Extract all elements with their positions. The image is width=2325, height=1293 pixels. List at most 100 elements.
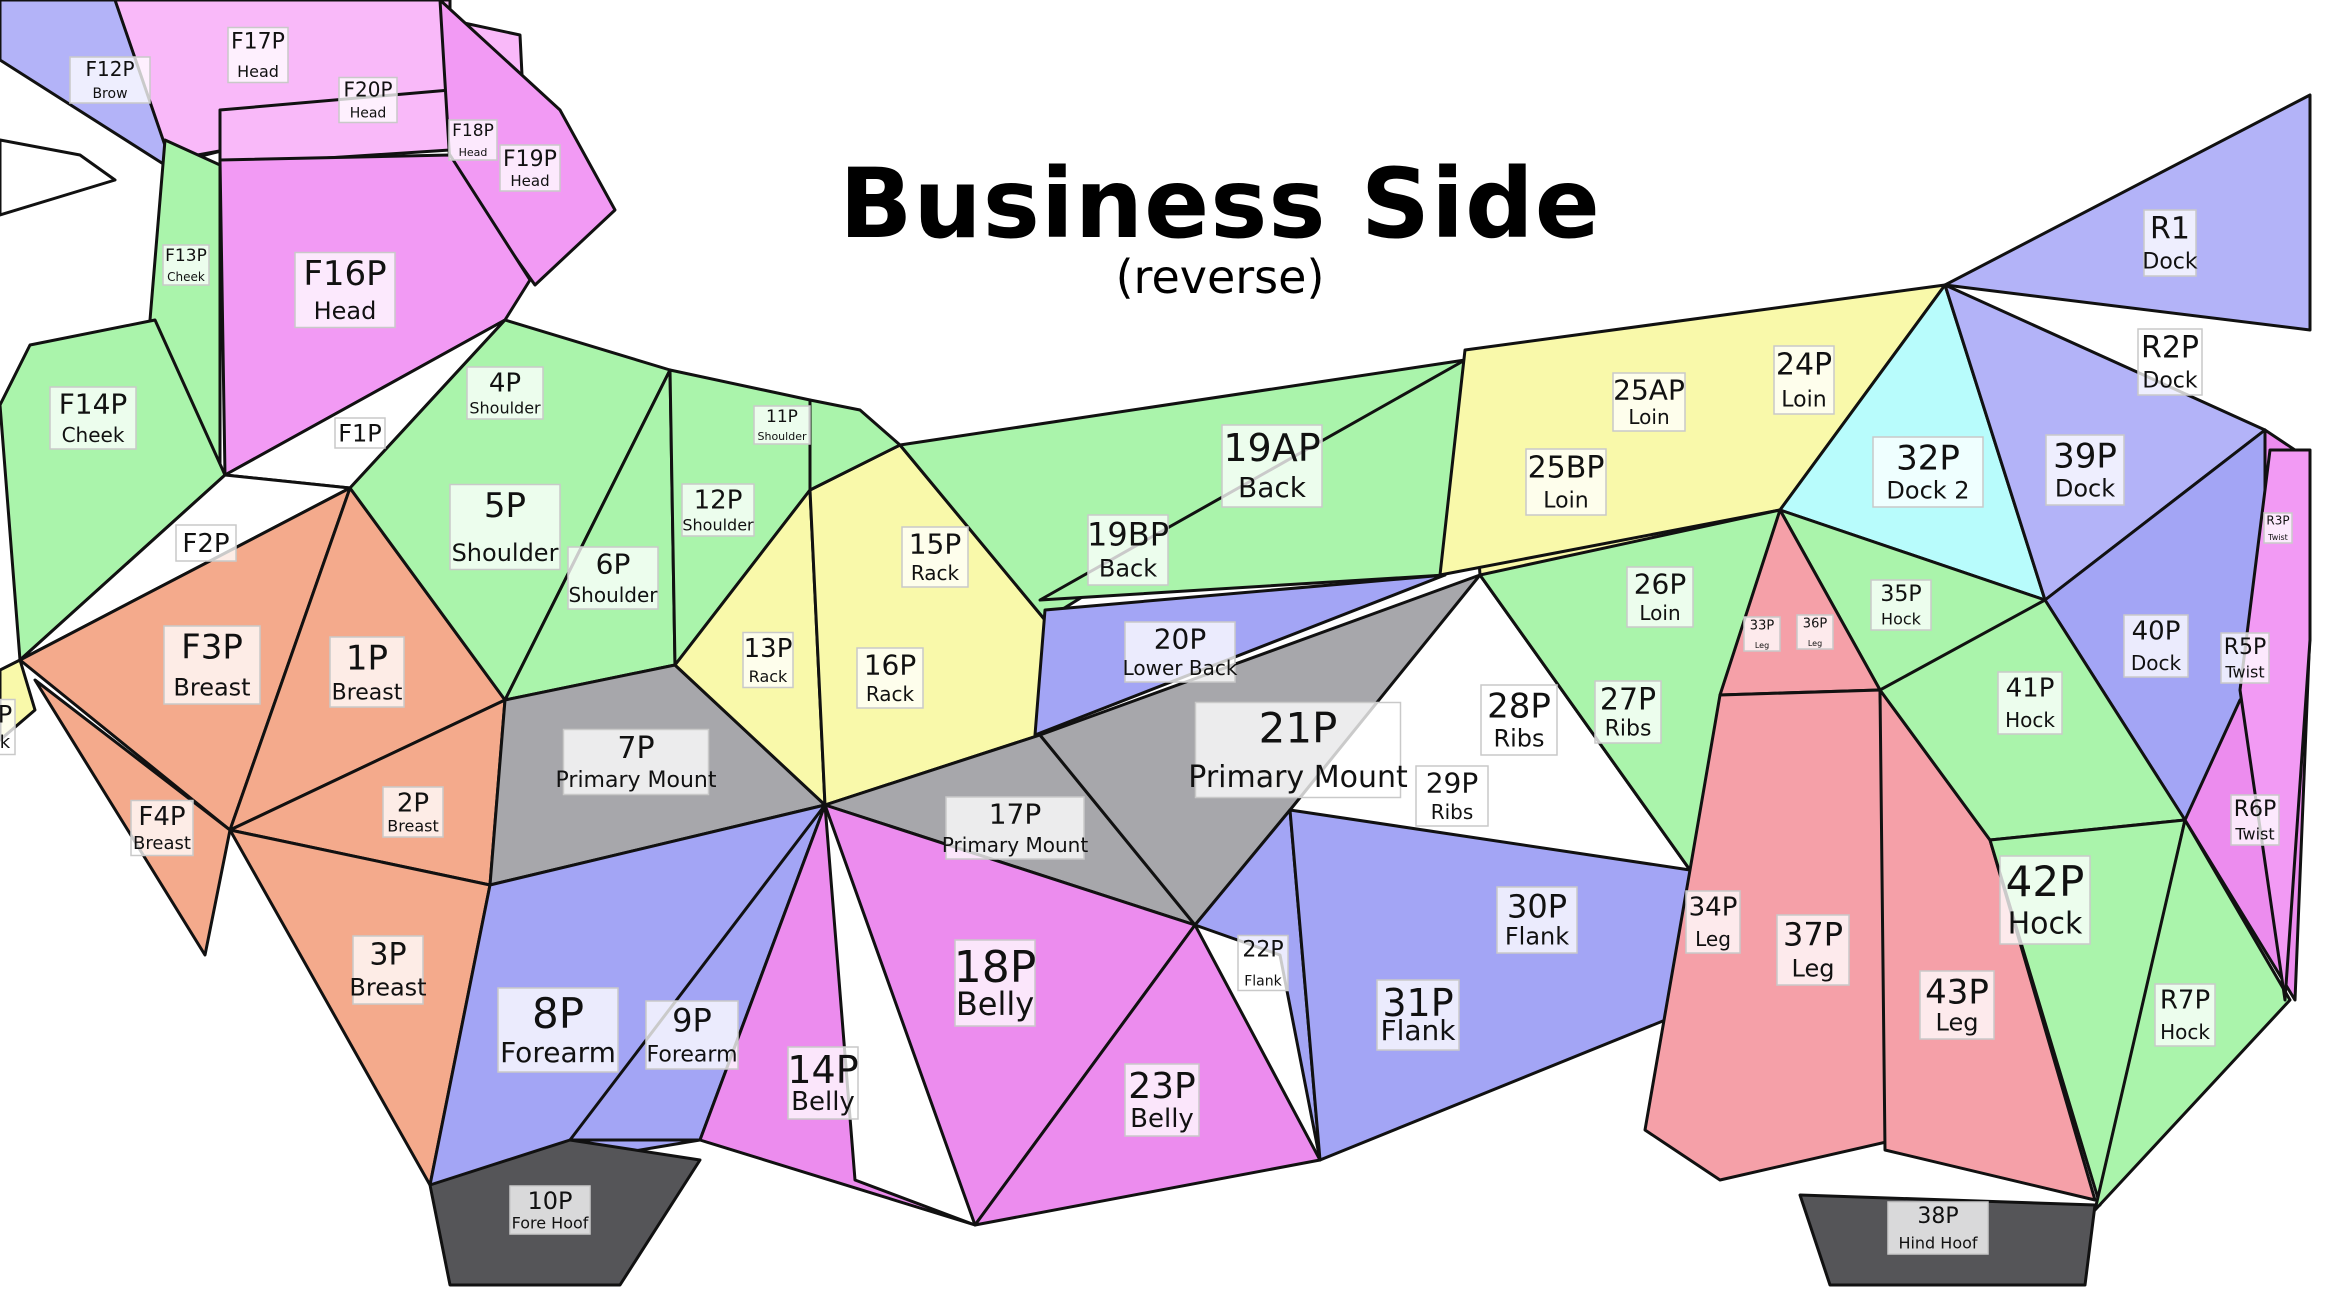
- panel-label: F1P: [334, 417, 386, 449]
- panel-label-box: [1194, 701, 1402, 799]
- panel-name: Hock: [2005, 708, 2055, 732]
- panel-id: F20P: [343, 78, 392, 102]
- panel-label-box: [0, 698, 16, 756]
- panel-label-box: [945, 796, 1085, 860]
- panel-label: R5P Twist: [2220, 632, 2270, 684]
- panel-name: Loin: [1639, 601, 1680, 625]
- panel-label-box: [1415, 765, 1489, 827]
- panel-name: Loin: [1781, 387, 1826, 412]
- panel-name: Back: [1238, 471, 1307, 504]
- panel-label-box: [1773, 345, 1835, 415]
- panel-label-box: [449, 483, 561, 571]
- diagram-subtitle: (reverse): [1115, 250, 1325, 304]
- panel-label-box: [567, 546, 659, 610]
- panel-id: F17P: [231, 29, 285, 54]
- panel-name: Belly: [956, 985, 1034, 1023]
- panel-name: Dock 2: [1886, 477, 1969, 505]
- panel-name: Hind Hoof: [1898, 1233, 1977, 1252]
- panel-name: Head: [314, 297, 377, 325]
- panel-name: Primary Mount: [556, 768, 717, 793]
- panel-label-box: [227, 26, 289, 84]
- panel-id: 16P: [864, 649, 917, 682]
- panel-label-box: [175, 524, 237, 562]
- panel-id: 3P: [369, 938, 406, 973]
- panel-label-box: [329, 636, 405, 708]
- panel-id: 27P: [1600, 683, 1656, 718]
- panel-id: 33P: [1750, 618, 1775, 633]
- panel-id: 31P: [1382, 981, 1453, 1025]
- panel-label-box: [352, 935, 424, 1005]
- panel-label-box: [954, 939, 1036, 1027]
- panel-label-box: [2045, 434, 2125, 506]
- panel-id: 18P: [954, 942, 1037, 993]
- panel-id: F19P: [503, 147, 557, 172]
- panel-label-box: [1919, 970, 1995, 1040]
- panel-label-box: [509, 1185, 591, 1235]
- panel-label: R7P Hock: [2154, 983, 2216, 1047]
- panel-name: Flank: [1380, 1014, 1456, 1047]
- panel-label-box: [1872, 436, 1984, 508]
- panel-id: F12P: [85, 57, 134, 81]
- panel-label-box: [294, 251, 396, 329]
- panel-id: 24P: [1776, 348, 1832, 383]
- panel-label-box: [1796, 614, 1834, 650]
- panel-label-box: [1997, 671, 2063, 735]
- panel-label: 36P Leg: [1796, 614, 1834, 650]
- panel-name: Head: [459, 146, 488, 159]
- panel-name: Brow: [92, 86, 127, 102]
- panel-label: 33P Leg: [1743, 616, 1781, 652]
- panel-id: 25AP: [1613, 374, 1685, 407]
- panel-label: F13P Cheek: [162, 244, 210, 286]
- panel-id: 39P: [2053, 436, 2117, 476]
- panel-label: R3P Twist: [2263, 512, 2293, 544]
- panel-id: F13P: [165, 246, 207, 266]
- panel-label-box: [338, 76, 398, 124]
- panel-name: Flank: [1244, 974, 1282, 990]
- panel-label-box: [1237, 934, 1289, 992]
- panel-label-box: [130, 799, 194, 857]
- panel-name: Twist: [2224, 662, 2264, 681]
- panel-id: R7P: [2160, 986, 2210, 1016]
- panel-id: 11P: [766, 407, 798, 427]
- panel-label-box: [1999, 855, 2091, 945]
- panel-label-box: [497, 987, 619, 1073]
- panel-name: Rack: [749, 667, 788, 686]
- panel-id: 37P: [1783, 915, 1843, 953]
- panel-id: F14P: [59, 388, 128, 421]
- panel-label-box: [1870, 579, 1932, 631]
- panel-label-box: [448, 119, 498, 161]
- panel-name: Forearm: [647, 1042, 738, 1067]
- panel-label: F18P Head: [448, 119, 498, 161]
- panel-id: 30P: [1507, 887, 1567, 925]
- panel-label: F2P: [175, 524, 237, 562]
- panel-label: 9P Forearm: [645, 1000, 739, 1070]
- panel-name: Twist: [2234, 824, 2274, 843]
- panel-name: Belly: [1130, 1104, 1194, 1134]
- panel-name: Leg: [1755, 641, 1769, 650]
- panel-label-box: [1776, 914, 1850, 986]
- panel-name: Breast: [387, 816, 438, 835]
- panel-name: Dock: [2055, 475, 2115, 503]
- panel-label-box: [856, 647, 924, 709]
- panel-name: Loin: [1628, 405, 1669, 429]
- pattern-panel-shape: [1033, 573, 1447, 737]
- panel-label-box: [645, 1000, 739, 1070]
- panel-label: F12P Brow: [69, 56, 151, 104]
- panel-name: Ribs: [1493, 725, 1544, 753]
- panel-label-box: [466, 366, 544, 420]
